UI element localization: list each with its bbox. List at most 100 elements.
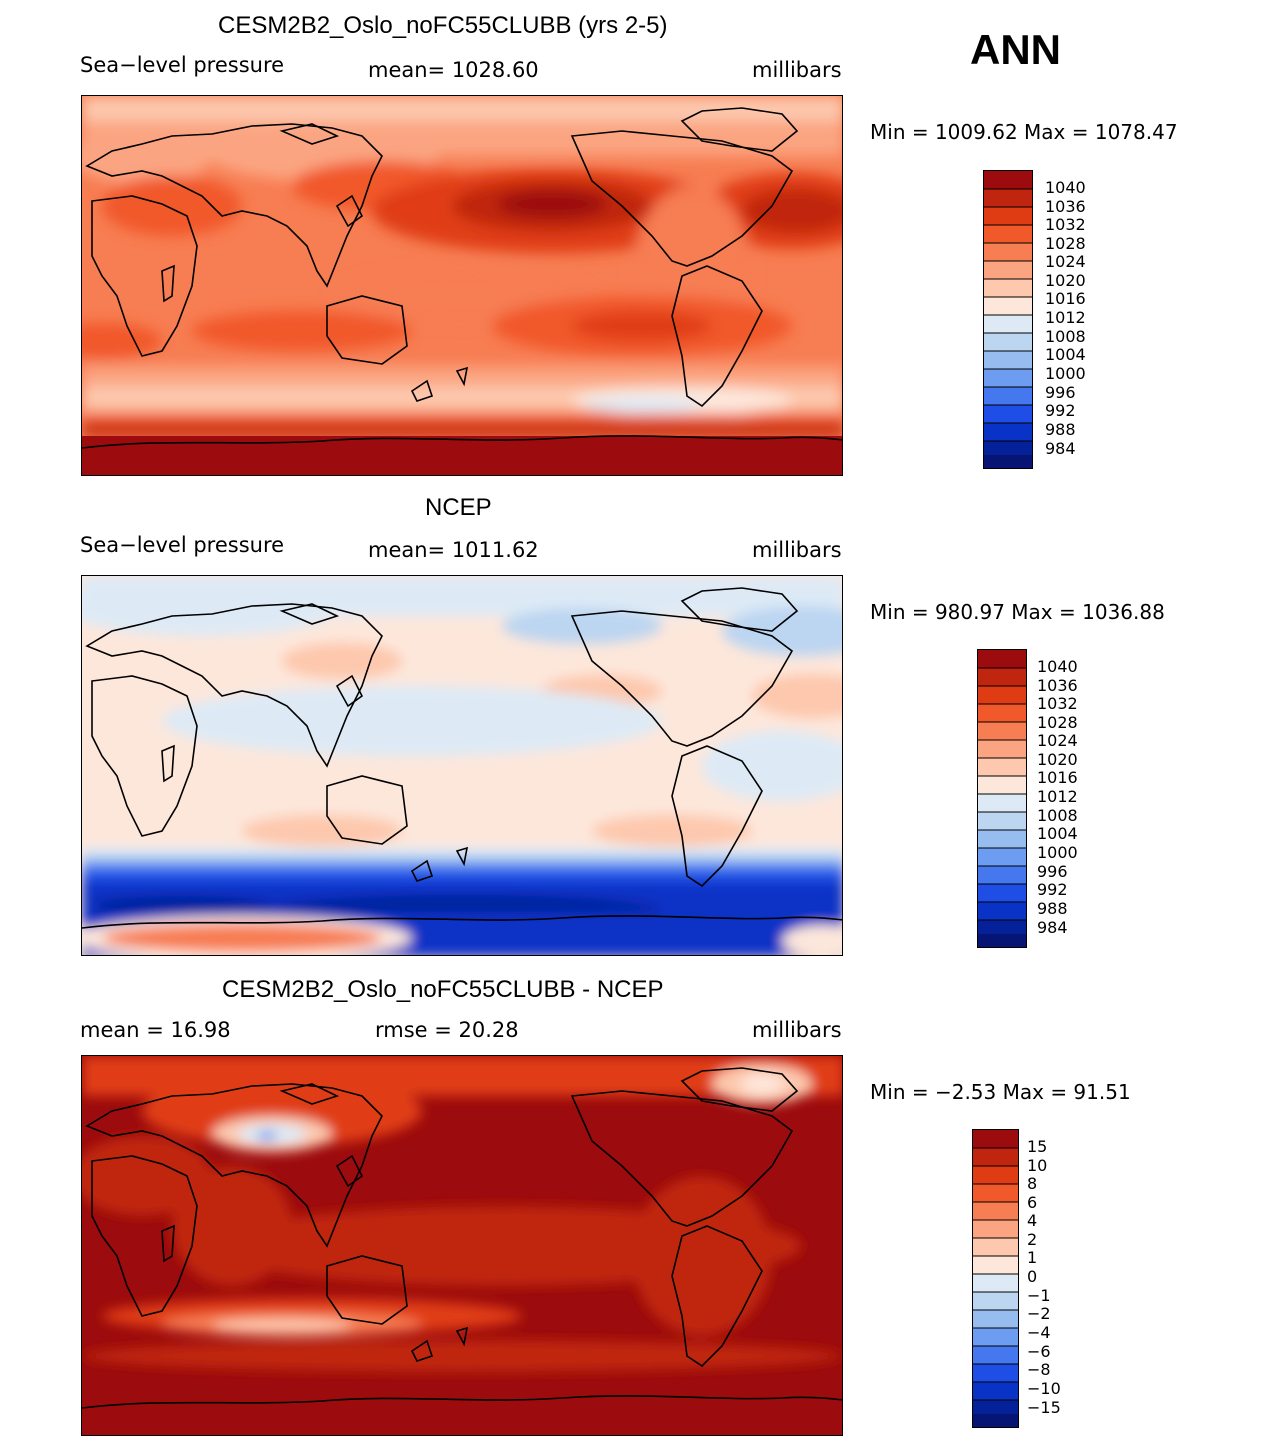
panel2-swatch-17 — [978, 934, 1026, 947]
panel3-level-3: 8 — [1027, 1174, 1038, 1193]
panel1-swatch-1 — [984, 171, 1032, 189]
panel1-swatch-14 — [984, 405, 1032, 423]
panel1-level-10: 1004 — [1045, 345, 1086, 364]
panel3-minmax: Min = −2.53 Max = 91.51 — [870, 1080, 1131, 1104]
panel2-swatch-13 — [978, 866, 1026, 884]
panel3-swatch-16 — [973, 1400, 1018, 1414]
panel3-swatch-8 — [973, 1256, 1018, 1274]
panel1-swatch-10 — [984, 333, 1032, 351]
panel1-minmax: Min = 1009.62 Max = 1078.47 — [870, 120, 1178, 144]
panel3-swatch-5 — [973, 1202, 1018, 1220]
panel3-swatch-10 — [973, 1292, 1018, 1310]
panel2-mean: mean= 1011.62 — [368, 538, 539, 562]
panel1-swatch-8 — [984, 297, 1032, 315]
panel2-swatch-9 — [978, 794, 1026, 812]
panel1-level-12: 996 — [1045, 383, 1076, 402]
panel2-swatch-3 — [978, 686, 1026, 704]
panel1-swatch-13 — [984, 387, 1032, 405]
panel2-title: NCEP — [425, 494, 492, 521]
season-label: ANN — [970, 26, 1061, 73]
panel3-map — [81, 1055, 843, 1436]
panel3-swatch-14 — [973, 1364, 1018, 1382]
panel1-level-7: 1016 — [1045, 289, 1086, 308]
panel1-swatch-16 — [984, 441, 1032, 455]
panel3-rmse: rmse = 20.28 — [375, 1018, 519, 1042]
panel2-minmax: Min = 980.97 Max = 1036.88 — [870, 600, 1165, 624]
panel2-units: millibars — [752, 538, 842, 562]
panel1-swatch-9 — [984, 315, 1032, 333]
panel3-level-4: 6 — [1027, 1193, 1038, 1212]
panel3-colorbar-swatches — [973, 1130, 1018, 1427]
panel2-level-9: 1008 — [1037, 806, 1078, 825]
panel2-colorbar: 1040 1036 1032 1028 1024 1020 1016 1012 … — [977, 649, 1097, 949]
panel1-colorbar: 1040 1036 1032 1028 1024 1020 1016 1012 … — [983, 170, 1103, 470]
panel2-swatch-12 — [978, 848, 1026, 866]
panel1-level-6: 1020 — [1045, 271, 1086, 290]
panel2-level-6: 1020 — [1037, 750, 1078, 769]
panel1-swatch-2 — [984, 189, 1032, 207]
panel3-level-15: −15 — [1027, 1398, 1061, 1417]
panel2-level-4: 1028 — [1037, 713, 1078, 732]
panel1-level-1: 1040 — [1045, 178, 1086, 197]
panel1-level-5: 1024 — [1045, 252, 1086, 271]
panel3-swatch-15 — [973, 1382, 1018, 1400]
panel2-level-14: 988 — [1037, 899, 1068, 918]
panel2-swatch-4 — [978, 704, 1026, 722]
panel3-swatch-6 — [973, 1220, 1018, 1238]
panel1-level-15: 984 — [1045, 439, 1076, 458]
panel1-level-9: 1008 — [1045, 327, 1086, 346]
panel2-swatch-2 — [978, 668, 1026, 686]
panel1-coastlines — [82, 107, 842, 449]
panel1-left-label: Sea−level pressure — [80, 53, 285, 77]
panel3-level-10: −2 — [1027, 1304, 1051, 1323]
panel3-swatch-11 — [973, 1310, 1018, 1328]
panel1-level-8: 1012 — [1045, 308, 1086, 327]
panel2-swatch-14 — [978, 884, 1026, 902]
panel2-map — [81, 575, 843, 956]
panel2-level-10: 1004 — [1037, 824, 1078, 843]
panel1-swatch-12 — [984, 369, 1032, 387]
panel2-swatch-16 — [978, 920, 1026, 934]
panel3-mean: mean = 16.98 — [80, 1018, 231, 1042]
panel1-level-2: 1036 — [1045, 197, 1086, 216]
panel2-colorbar-frame — [977, 649, 1027, 948]
panel2-level-15: 984 — [1037, 918, 1068, 937]
panel2-swatch-7 — [978, 758, 1026, 776]
panel3-level-2: 10 — [1027, 1156, 1048, 1175]
panel3-colorbar-frame — [972, 1129, 1019, 1428]
panel3-swatch-9 — [973, 1274, 1018, 1292]
panel1-level-3: 1032 — [1045, 215, 1086, 234]
panel2-level-2: 1036 — [1037, 676, 1078, 695]
panel3-level-5: 4 — [1027, 1211, 1038, 1230]
panel3-level-11: −4 — [1027, 1323, 1051, 1342]
panel2-swatch-15 — [978, 902, 1026, 920]
panel3-coastlines — [82, 1067, 842, 1409]
panel2-coastlines — [82, 587, 842, 929]
panel1-mean: mean= 1028.60 — [368, 58, 539, 82]
panel2-swatch-8 — [978, 776, 1026, 794]
panel3-swatch-7 — [973, 1238, 1018, 1256]
panel2-level-13: 992 — [1037, 880, 1068, 899]
panel1-level-14: 988 — [1045, 420, 1076, 439]
panel2-level-5: 1024 — [1037, 731, 1078, 750]
panel3-swatch-1 — [973, 1130, 1018, 1148]
panel1-title: CESM2B2_Oslo_noFC55CLUBB (yrs 2-5) — [218, 12, 668, 39]
panel2-level-8: 1012 — [1037, 787, 1078, 806]
panel1-level-13: 992 — [1045, 401, 1076, 420]
panel1-level-4: 1028 — [1045, 234, 1086, 253]
panel1-swatch-6 — [984, 261, 1032, 279]
panel3-swatch-4 — [973, 1184, 1018, 1202]
panel1-swatch-7 — [984, 279, 1032, 297]
panel2-level-3: 1032 — [1037, 694, 1078, 713]
panel2-colorbar-swatches — [978, 650, 1026, 947]
panel3-level-13: −8 — [1027, 1360, 1051, 1379]
panel3-title: CESM2B2_Oslo_noFC55CLUBB - NCEP — [222, 976, 664, 1003]
panel1-level-11: 1000 — [1045, 364, 1086, 383]
panel2-swatch-11 — [978, 830, 1026, 848]
panel1-swatch-3 — [984, 207, 1032, 225]
panel2-level-1: 1040 — [1037, 657, 1078, 676]
panel3-level-12: −6 — [1027, 1342, 1051, 1361]
panel1-colorbar-swatches — [984, 171, 1032, 468]
panel1-swatch-11 — [984, 351, 1032, 369]
panel1-swatch-4 — [984, 225, 1032, 243]
